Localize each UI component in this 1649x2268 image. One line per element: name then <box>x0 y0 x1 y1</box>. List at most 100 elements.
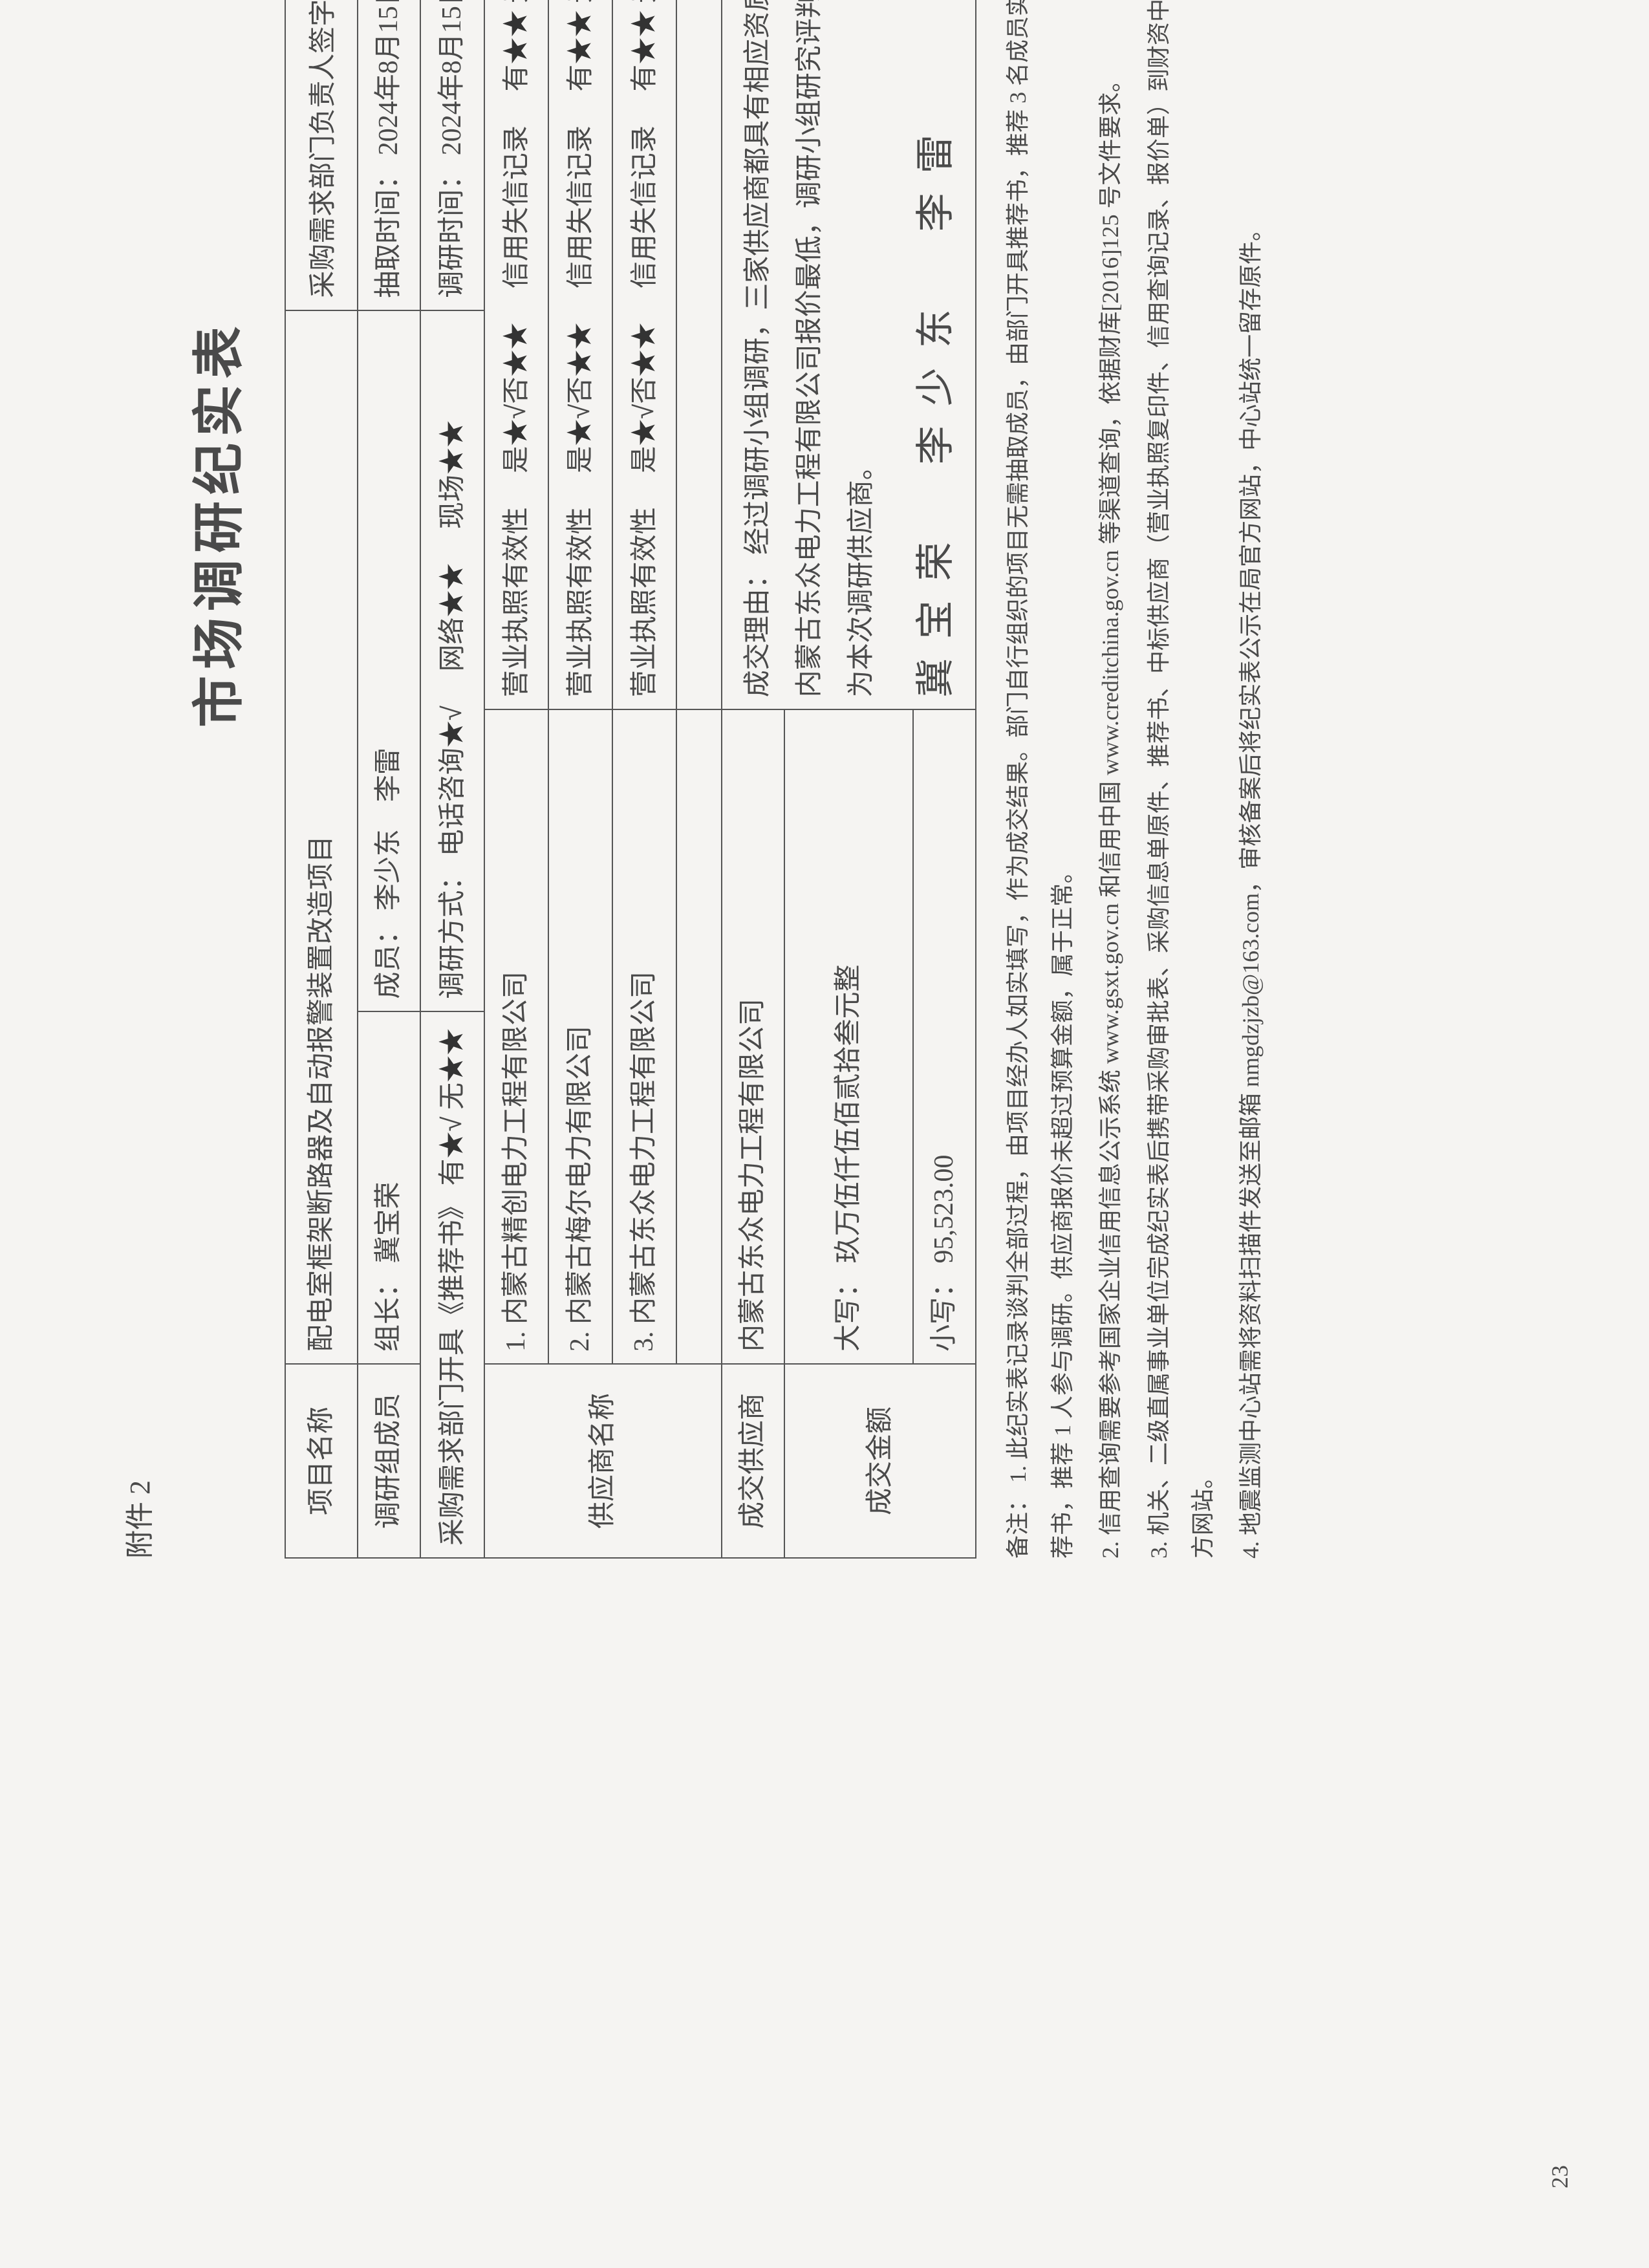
reason-label: 成交理由： <box>743 561 773 697</box>
check-label: 信用失信记录 <box>502 125 532 288</box>
method-net: 网络 <box>438 617 468 671</box>
method-site: 现场 <box>438 475 468 529</box>
note-2: 2. 信用查询需要参考国家企业信用信息公示系统 www.gsxt.gov.cn … <box>1088 0 1132 1559</box>
check-label: 信用失信记录 <box>630 125 660 288</box>
star-icon: ★ <box>630 419 660 446</box>
check-label: 营业执照有效性 <box>630 507 660 697</box>
check-no: 否 <box>630 377 660 404</box>
star-icon: ★ <box>502 419 532 446</box>
star-icon: ★★ <box>566 10 596 65</box>
star-icon: ★ <box>566 419 596 446</box>
check-have: 有 <box>630 65 660 92</box>
star-icon: ★★ <box>630 10 660 65</box>
supplier-empty-row <box>676 709 722 1364</box>
check-icon: √ <box>629 404 659 419</box>
star-icon: ★★ <box>438 1028 468 1083</box>
project-name-label: 项目名称 <box>285 1364 358 1558</box>
check-no: 否 <box>502 377 532 404</box>
supplier-3-checks: 营业执照有效性 是★√否★★ 信用失信记录 有★★ 无★√ 报价正常 是★★ 否… <box>612 0 676 709</box>
star-icon: ★★ <box>630 323 660 377</box>
amount-label: 成交金额 <box>784 1364 976 1558</box>
supplier-idx: 3. <box>629 1332 659 1352</box>
check-label: 营业执照有效性 <box>566 507 596 697</box>
method-phone: 电话咨询 <box>438 748 468 856</box>
amount-upper-cell: 大写： 玖万伍仟伍佰贰拾叁元整 <box>784 709 913 1364</box>
supplier-idx: 2. <box>565 1332 595 1352</box>
star-icon: ★ <box>438 1131 468 1158</box>
check-icon: √ <box>501 404 531 419</box>
period-label: 调研时间： <box>437 162 467 298</box>
rec-none: 无 <box>438 1083 468 1110</box>
amount-lower-label: 小写： <box>929 1270 959 1352</box>
team-label: 调研组成员 <box>358 1364 420 1558</box>
reason-cell: 成交理由： 经过调研小组调研，三家供应商都具有相应资质，但三家报价、售后服务综合… <box>722 0 976 709</box>
amount-upper-label: 大写： <box>834 1270 863 1352</box>
star-icon: ★★ <box>502 323 532 377</box>
star-icon: ★★ <box>438 563 468 617</box>
period: 2024年8月15日 — 2024年8月15日 <box>437 0 467 155</box>
check-label: 信用失信记录 <box>566 125 596 288</box>
supplier-2-checks: 营业执照有效性 是★√否★★ 信用失信记录 有★★ 无★√ 报价正常 是★★ 否… <box>548 0 612 709</box>
member-names: 李少东 李雷 <box>374 748 404 911</box>
purchaser-sign-cell: 采购需求部门负责人签字： （盖章） <box>285 0 358 310</box>
page-title: 市场调研纪实表 <box>177 0 252 1559</box>
check-yes: 是 <box>630 446 660 473</box>
amount-lower: 95,523.00 <box>929 1154 959 1263</box>
supplier-1-name: 1. 内蒙古精创电力工程有限公司 <box>484 709 548 1364</box>
method-cell: 调研方式： 电话咨询★√ 网络★★ 现场★★ <box>420 310 484 1011</box>
check-nohave: 无 <box>502 0 532 3</box>
check-icon: √ <box>436 706 467 720</box>
project-name: 配电室框架断路器及自动报警装置改造项目 <box>285 310 358 1364</box>
check-yes: 是 <box>566 446 596 473</box>
page-number: 23 <box>1546 2165 1573 2188</box>
check-yes: 是 <box>502 446 532 473</box>
notes-block: 备注： 1. 此纪实表记录谈判全部过程，由项目经办人如实填写，作为成交结果。部门… <box>996 0 1273 1559</box>
check-label: 营业执照有效性 <box>502 507 532 697</box>
leader-name: 冀宝荣 <box>374 1182 404 1263</box>
method-label: 调研方式： <box>438 863 468 999</box>
recommend-cell: 采购需求部门开具《推荐书》 有★√ 无★★ <box>420 1011 484 1558</box>
note-4: 4. 地震监测中心站需将资料扫描件发送至邮箱 nmgdzjzb@163.com，… <box>1229 0 1273 1559</box>
attachment-label: 附件 2 <box>116 0 158 1559</box>
purchaser-sign-label: 采购需求部门负责人签字： <box>308 0 338 298</box>
check-icon: √ <box>565 404 595 419</box>
check-nohave: 无 <box>566 0 596 3</box>
star-icon: ★★ <box>502 10 532 65</box>
supplier-2-name: 2. 内蒙古梅尔电力有限公司 <box>548 709 612 1364</box>
member-label: 成员： <box>374 918 404 999</box>
winner-name: 内蒙古东众电力工程有限公司 <box>722 709 784 1364</box>
supplier-1-checks: 营业执照有效性 是★√否★★ 信用失信记录 有★★ 无★√ 报价正常 是★★ 否… <box>484 0 548 709</box>
supplier-idx: 1. <box>501 1332 531 1352</box>
leader-label: 组长： <box>374 1270 404 1352</box>
team-signatures: 冀宝荣 李少东 李雷 <box>907 0 965 697</box>
period-cell: 调研时间： 2024年8月15日 — 2024年8月15日 <box>420 0 484 310</box>
check-icon: √ <box>436 1116 467 1131</box>
rec-letter-label: 采购需求部门开具《推荐书》 <box>438 1193 468 1546</box>
winner-label: 成交供应商 <box>722 1364 784 1558</box>
draw-time-cell: 抽取时间： 2024年8月15日 <box>358 0 420 310</box>
star-icon: ★ <box>438 720 468 748</box>
supplier-name: 内蒙古东众电力工程有限公司 <box>629 971 659 1324</box>
check-have: 有 <box>502 65 532 92</box>
leader-cell: 组长： 冀宝荣 <box>358 1011 420 1364</box>
supplier-name: 内蒙古梅尔电力有限公司 <box>565 1026 595 1324</box>
suppliers-label: 供应商名称 <box>484 1364 722 1558</box>
member-cell: 成员： 李少东 李雷 <box>358 310 420 1011</box>
star-icon: ★★ <box>438 420 468 475</box>
check-nohave: 无 <box>630 0 660 3</box>
check-have: 有 <box>566 65 596 92</box>
draw-time: 2024年8月15日 <box>374 0 404 155</box>
supplier-empty-checks <box>676 0 722 709</box>
supplier-name: 内蒙古精创电力工程有限公司 <box>501 971 531 1324</box>
notes-label: 备注： <box>1005 1489 1031 1559</box>
supplier-3-name: 3. 内蒙古东众电力工程有限公司 <box>612 709 676 1364</box>
star-icon: ★★ <box>566 323 596 377</box>
check-no: 否 <box>566 377 596 404</box>
amount-lower-cell: 小写： 95,523.00 <box>913 709 976 1364</box>
record-table: 项目名称 配电室框架断路器及自动报警装置改造项目 采购需求部门负责人签字： （盖… <box>285 0 976 1559</box>
amount-upper: 玖万伍仟伍佰贰拾叁元整 <box>834 964 863 1263</box>
rec-has: 有 <box>438 1158 468 1185</box>
draw-time-label: 抽取时间： <box>374 162 404 298</box>
note-3: 3. 机关、二级直属事业单位完成纪实表后携带采购审批表、采购信息单原件、推荐书、… <box>1137 0 1225 1559</box>
note-1: 1. 此纪实表记录谈判全部过程，由项目经办人如实填写，作为成交结果。部门自行组织… <box>1005 0 1075 1559</box>
